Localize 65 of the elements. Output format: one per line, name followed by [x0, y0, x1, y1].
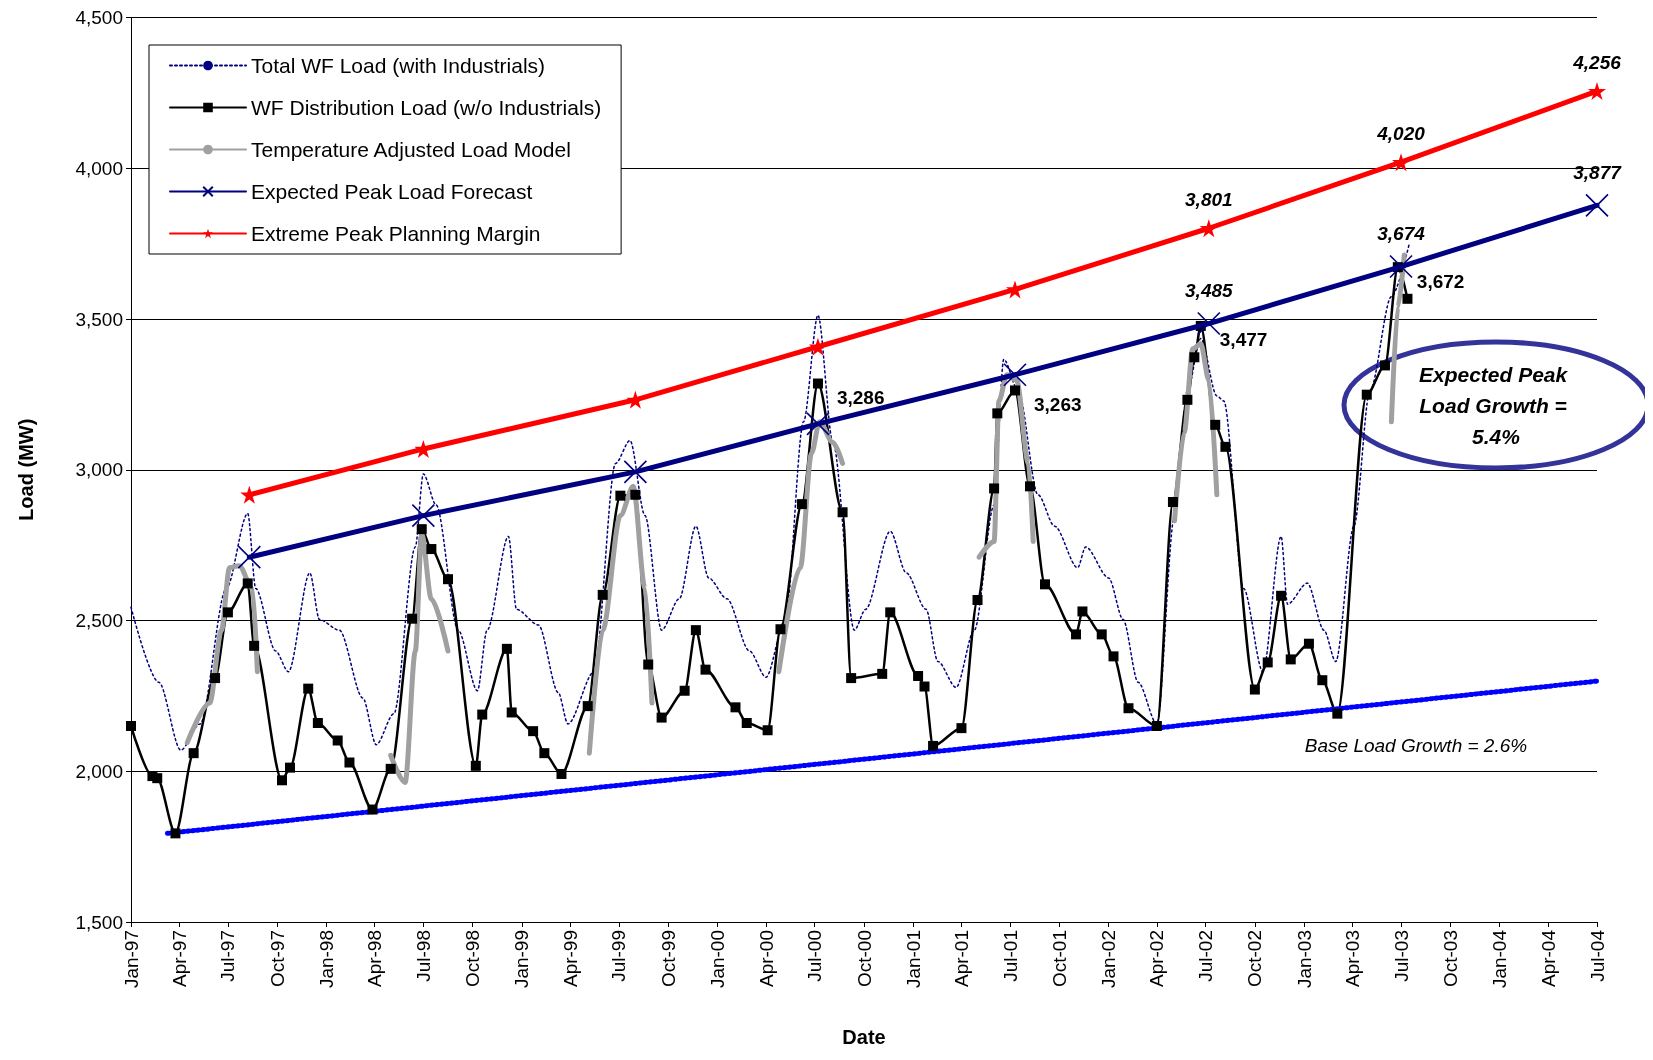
x-tick-label: Apr-00 — [755, 930, 777, 988]
data-label: 3,477 — [1219, 329, 1268, 351]
x-tick-label: Jul-04 — [1586, 929, 1608, 982]
x-tick-label: Jan-04 — [1489, 929, 1511, 989]
x-tick-label: Jan-00 — [706, 930, 728, 989]
x-tick-label: Apr-99 — [559, 930, 581, 988]
x-tick-label: Jul-97 — [217, 930, 239, 982]
x-tick-label: Oct-98 — [462, 930, 484, 988]
y-tick-label: 2,500 — [75, 610, 123, 631]
point — [411, 503, 436, 528]
annotation: Base Load Growth = 2.6% — [1304, 734, 1528, 756]
point — [1585, 193, 1609, 218]
x-tick-label: Jan-02 — [1098, 930, 1120, 989]
y-tick-label: 1,500 — [75, 911, 123, 933]
data-label: 4,256 — [1572, 52, 1622, 74]
legend-label: WF Distribution Load (w/o Industrials) — [251, 96, 602, 119]
point — [237, 545, 262, 569]
x-tick-label: Apr-01 — [950, 930, 972, 988]
x-tick-label: Jan-01 — [902, 930, 924, 989]
x-tick-label: Jul-00 — [804, 930, 826, 982]
x-tick-label: Jul-99 — [608, 930, 630, 982]
data-label: 4,020 — [1376, 123, 1426, 145]
x-tick-label: Apr-97 — [168, 930, 190, 988]
data-label: 3,674 — [1377, 223, 1426, 245]
x-tick-label: Apr-03 — [1341, 930, 1363, 988]
x-tick-label: Jul-98 — [412, 930, 434, 982]
x-tick-label: Oct-00 — [853, 930, 875, 988]
y-tick-label: 4,500 — [75, 7, 123, 28]
y-tick-label: 3,500 — [75, 308, 123, 330]
y-tick-label: 2,000 — [75, 760, 123, 782]
x-tick-label: Oct-97 — [266, 930, 288, 988]
data-label: 3,263 — [1033, 393, 1082, 415]
legend-label: Temperature Adjusted Load Model — [251, 138, 571, 161]
legend-label: Expected Peak Load Forecast — [251, 180, 533, 203]
point — [1197, 311, 1221, 336]
data-label: 3,877 — [1573, 161, 1623, 183]
annotation: Expected Peak Load Growth = 5.4% — [1418, 362, 1574, 448]
x-tick-label: Apr-98 — [364, 930, 386, 988]
x-tick-label: Oct-99 — [657, 930, 679, 988]
point — [1003, 362, 1027, 387]
x-tick-label: Jul-02 — [1195, 930, 1217, 982]
x-tick-label: Jul-03 — [1390, 930, 1412, 982]
x-tick-label: Jul-01 — [999, 930, 1021, 982]
point — [1389, 254, 1413, 279]
data-label: 3,485 — [1185, 280, 1234, 302]
x-tick-label: Jan-97 — [120, 930, 142, 989]
x-tick-label: Apr-04 — [1537, 929, 1559, 988]
data-label: 3,801 — [1185, 189, 1233, 211]
x-tick-label: Jan-99 — [511, 930, 533, 989]
x-tick-label: Jan-03 — [1293, 930, 1315, 989]
y-tick-label: 3,000 — [75, 459, 123, 481]
point — [623, 460, 648, 484]
data-label: 3,286 — [836, 387, 885, 409]
point — [1588, 82, 1606, 101]
y-axis-title: Load (MW) — [15, 418, 37, 521]
x-tick-label: Oct-03 — [1439, 930, 1461, 988]
x-tick-label: Oct-01 — [1048, 930, 1070, 988]
y-tick-label: 4,000 — [75, 157, 123, 179]
x-tick-label: Oct-02 — [1244, 930, 1266, 988]
legend-label: Extreme Peak Planning Margin — [251, 222, 541, 245]
x-axis-title: Date — [842, 1026, 886, 1048]
x-tick-label: Apr-02 — [1146, 930, 1168, 988]
legend-label: Total WF Load (with Industrials) — [251, 54, 546, 77]
x-tick-label: Jan-98 — [315, 930, 337, 989]
data-label: 3,672 — [1416, 270, 1465, 292]
